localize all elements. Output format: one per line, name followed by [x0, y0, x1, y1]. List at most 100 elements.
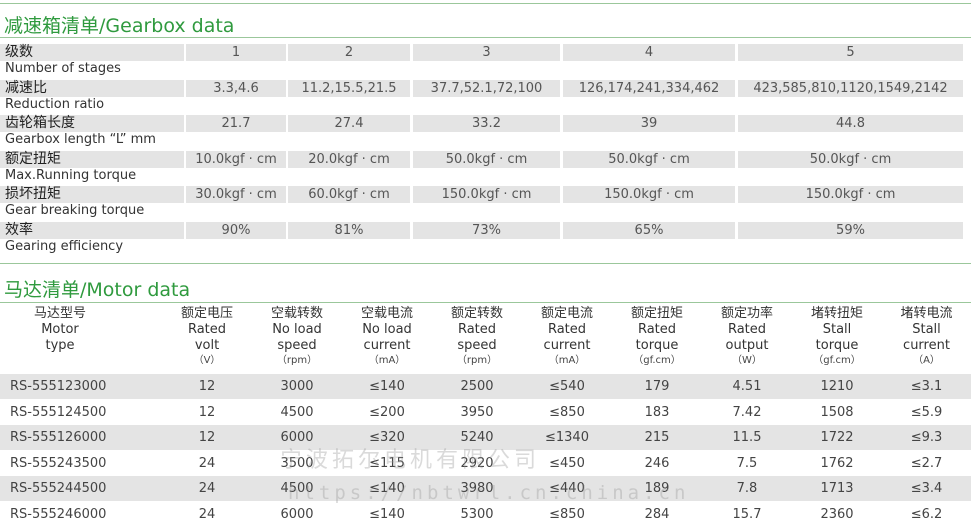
motor-section-title: 马达清单/Motor data [4, 279, 191, 301]
gearbox-cell: 44.8 [738, 115, 963, 132]
watermark-url: https://nbtwrl.cn.china.cn [288, 482, 690, 504]
motor-value-cell: 1762 [820, 455, 854, 471]
motor-value-cell: 12 [198, 430, 216, 446]
gearbox-row: 级数 Number of stages 1 2 3 4 5 [0, 43, 971, 78]
gearbox-section-title: 减速箱清单/Gearbox data [4, 15, 235, 37]
motor-model-cell: RS-555124500 [10, 404, 107, 420]
gearbox-cell: 27.4 [288, 115, 410, 132]
gearbox-cell: 60.0kgf · cm [288, 186, 410, 203]
motor-value-cell: 3950 [460, 404, 494, 420]
motor-column-header: 额定电流 Rated current （mA） [522, 306, 612, 367]
motor-header-en2: current [363, 338, 411, 353]
motor-value-cell: 4500 [280, 481, 314, 497]
gearbox-cell: 30.0kgf · cm [186, 186, 286, 203]
motor-header-cn: 额定扭矩 [630, 306, 683, 321]
gearbox-row: 效率 Gearing efficiency 90% 81% 73% 65% 59% [0, 221, 971, 256]
motor-table-row: RS-555246000 24 6000 ≤140 5300 ≤850 284 15.7 236… [0, 502, 971, 527]
motor-value-cell: 5300 [460, 507, 494, 522]
gearbox-cell: 39 [563, 115, 735, 132]
gearbox-cell: 3 [413, 44, 560, 61]
gearbox-cell: 11.2,15.5,21.5 [288, 79, 410, 97]
motor-value-cell: ≤3.4 [910, 481, 943, 497]
motor-value-cell: ≤850 [549, 507, 585, 522]
motor-value-cell: 7.8 [736, 481, 758, 497]
motor-value-cell: 12 [198, 404, 216, 420]
gearbox-cell: 150.0kgf · cm [413, 186, 560, 203]
gearbox-cell: 1 [186, 44, 286, 61]
motor-value-cell: 246 [644, 455, 670, 471]
motor-value-cell: 215 [644, 430, 670, 446]
motor-title-divider [0, 302, 971, 303]
motor-header-cn: 空载电流 [360, 306, 413, 321]
gearbox-row-label-en: Max.Running torque [5, 167, 137, 183]
motor-header-unit: （gf.cm） [813, 355, 861, 366]
watermark-company: 宁波拓尔电机有限公司 [280, 448, 541, 473]
motor-value-cell: 3500 [280, 455, 314, 471]
motor-model-cell: RS-555123000 [10, 379, 107, 394]
gearbox-cell: 37.7,52.1,72,100 [413, 79, 560, 97]
motor-value-cell: 7.5 [736, 455, 758, 471]
motor-value-cell: 24 [198, 481, 216, 497]
motor-header-en1: Motor [41, 322, 79, 337]
gearbox-cell: 50.0kgf · cm [563, 150, 735, 168]
motor-value-cell: 1210 [820, 379, 854, 394]
motor-value-cell: ≤6.2 [910, 507, 943, 522]
motor-header-en2: output [725, 338, 769, 353]
motor-value-cell: 5240 [460, 430, 494, 446]
motor-value-cell: 2360 [820, 507, 854, 522]
motor-value-cell: 6000 [280, 430, 314, 446]
motor-value-cell: 1713 [820, 481, 854, 497]
motor-value-cell: 24 [198, 507, 216, 522]
motor-header-en1: Stall [822, 322, 852, 337]
motor-header-cn: 额定电压 [180, 306, 233, 321]
motor-header-en2: speed [277, 338, 317, 353]
motor-value-cell: ≤2.7 [910, 455, 943, 471]
gearbox-cell: 81% [288, 221, 410, 239]
motor-column-header: 空载电流 No load current （mA） [342, 306, 432, 367]
motor-value-cell: ≤200 [369, 404, 405, 420]
motor-header-en2: volt [194, 338, 220, 353]
gearbox-cell: 73% [413, 221, 560, 239]
motor-header-unit: （gf.cm） [633, 355, 681, 366]
motor-table-row: RS-555243500 24 3500 ≤115 2920 ≤450 246 7.5 1762… [0, 451, 971, 476]
motor-value-cell: 1508 [820, 404, 854, 420]
gearbox-cell: 2 [288, 44, 410, 61]
motor-header-cn: 额定功率 [720, 306, 773, 321]
gearbox-row: 齿轮箱长度 Gearbox length “L” mm 21.7 27.4 33.2 39… [0, 114, 971, 149]
motor-value-cell: 2920 [460, 455, 494, 471]
gearbox-row-label-cn: 损坏扭矩 [0, 186, 184, 203]
motor-column-header: 马达型号 Motor type [0, 306, 120, 354]
motor-value-cell: 7.42 [732, 404, 762, 420]
gearbox-cell: 3.3,4.6 [186, 79, 286, 97]
motor-header-en2: current [903, 338, 950, 353]
motor-value-cell: 4500 [280, 404, 314, 420]
motor-value-cell: 24 [198, 455, 216, 471]
motor-header-en1: Rated [727, 322, 767, 337]
gearbox-row-label-en: Gearing efficiency [5, 238, 124, 254]
motor-model-cell: RS-555243500 [10, 455, 107, 471]
motor-header-en1: Rated [457, 322, 497, 337]
gearbox-cell: 126,174,241,334,462 [563, 79, 735, 97]
motor-header-cn: 额定转数 [450, 306, 503, 321]
motor-value-cell: ≤9.3 [910, 430, 943, 446]
gearbox-cell: 59% [738, 221, 963, 239]
motor-header-unit: （W） [732, 355, 762, 366]
motor-model-cell: RS-555126000 [10, 430, 107, 446]
motor-value-cell: 6000 [280, 507, 314, 522]
gearbox-cell: 150.0kgf · cm [738, 186, 963, 203]
motor-value-cell: ≤1340 [545, 430, 589, 446]
gearbox-cell: 65% [563, 221, 735, 239]
gearbox-row-label-en: Gear breaking torque [5, 203, 145, 218]
motor-header-unit: （A） [913, 355, 940, 366]
gearbox-cell: 5 [738, 44, 963, 61]
motor-header-cn: 空载转数 [270, 306, 323, 321]
motor-value-cell: ≤450 [549, 455, 585, 471]
motor-value-cell: 179 [644, 379, 670, 394]
motor-header-unit: （rpm） [276, 355, 318, 366]
motor-value-cell: 12 [198, 379, 216, 394]
motor-header-en1: No load [272, 322, 322, 337]
gearbox-row-label-cn: 额定扭矩 [0, 150, 184, 168]
motor-value-cell: ≤140 [369, 379, 405, 394]
gearbox-title-divider [0, 37, 971, 38]
gearbox-cell: 4 [563, 44, 735, 61]
